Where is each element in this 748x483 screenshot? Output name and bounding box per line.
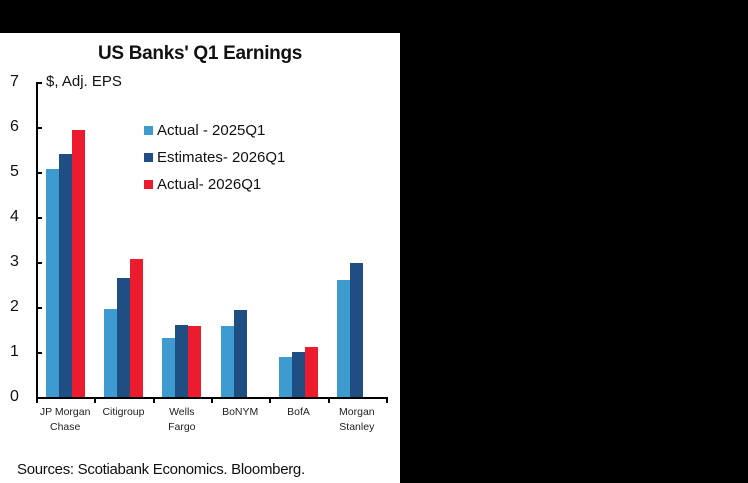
y-tick-label: 3 bbox=[10, 253, 19, 270]
y-tick-label: 0 bbox=[10, 388, 19, 405]
bar-actual-2026q1 bbox=[71, 129, 85, 397]
legend-swatch-icon bbox=[144, 126, 153, 135]
x-category-label: BofA bbox=[287, 406, 310, 418]
y-tick-label: 6 bbox=[10, 118, 19, 135]
bar-actual-2025q1 bbox=[220, 325, 234, 397]
legend-swatch-icon bbox=[144, 153, 153, 162]
legend-item: Actual- 2026Q1 bbox=[144, 171, 285, 198]
legend: Actual - 2025Q1 Estimates- 2026Q1 Actual- … bbox=[144, 117, 285, 198]
y-axis-line bbox=[36, 82, 38, 398]
x-tick bbox=[327, 397, 330, 403]
y-tick bbox=[36, 127, 42, 129]
y-tick bbox=[36, 82, 42, 84]
legend-swatch-icon bbox=[144, 180, 153, 189]
bar-actual-2026q1 bbox=[188, 326, 202, 397]
bar-estimates-2026q1 bbox=[175, 325, 189, 397]
y-tick-label: 5 bbox=[10, 163, 19, 180]
legend-label: Estimates- 2026Q1 bbox=[157, 149, 286, 166]
x-category-label: JP Morgan Chase bbox=[39, 406, 91, 433]
bar-estimates-2026q1 bbox=[233, 310, 247, 397]
bar-actual-2026q1 bbox=[305, 347, 318, 397]
chart-panel: US Banks' Q1 Earnings $, Adj. EPS Actual… bbox=[0, 33, 400, 483]
y-tick bbox=[36, 217, 42, 219]
bar-estimates-2026q1 bbox=[117, 277, 130, 397]
x-category-label: BoNYM bbox=[222, 406, 259, 418]
bar-estimates-2026q1 bbox=[350, 262, 364, 397]
bar-actual-2025q1 bbox=[162, 338, 176, 397]
source-note: Sources: Scotiabank Economics. Bloomberg… bbox=[17, 461, 305, 478]
x-tick bbox=[152, 397, 155, 403]
x-category-label: Wells Fargo bbox=[168, 406, 196, 433]
y-tick-label: 4 bbox=[10, 208, 19, 225]
y-axis-unit-label: $, Adj. EPS bbox=[46, 73, 122, 90]
y-tick bbox=[36, 172, 42, 174]
y-tick bbox=[36, 307, 42, 309]
legend-label: Actual - 2025Q1 bbox=[157, 122, 266, 139]
x-tick bbox=[386, 397, 388, 403]
y-tick bbox=[36, 262, 42, 264]
bar-actual-2025q1 bbox=[104, 308, 117, 397]
bar-estimates-2026q1 bbox=[292, 352, 305, 397]
bar-actual-2025q1 bbox=[45, 168, 59, 397]
x-tick bbox=[211, 397, 213, 403]
x-category-label: Citigroup bbox=[102, 406, 145, 418]
y-tick-label: 1 bbox=[10, 343, 19, 360]
x-tick bbox=[94, 397, 97, 403]
y-tick bbox=[36, 352, 42, 354]
x-tick bbox=[269, 397, 272, 403]
bar-actual-2025q1 bbox=[279, 356, 292, 397]
legend-label: Actual- 2026Q1 bbox=[157, 176, 262, 193]
bar-actual-2025q1 bbox=[337, 280, 351, 397]
x-category-label: Morgan Stanley bbox=[339, 406, 375, 433]
x-tick bbox=[36, 397, 38, 403]
y-tick-label: 2 bbox=[10, 298, 19, 315]
chart-title: US Banks' Q1 Earnings bbox=[97, 43, 303, 64]
bar-estimates-2026q1 bbox=[58, 154, 72, 397]
legend-item: Estimates- 2026Q1 bbox=[144, 144, 285, 171]
bar-actual-2026q1 bbox=[130, 259, 143, 397]
legend-item: Actual - 2025Q1 bbox=[144, 117, 285, 144]
y-tick-label: 7 bbox=[10, 73, 19, 90]
